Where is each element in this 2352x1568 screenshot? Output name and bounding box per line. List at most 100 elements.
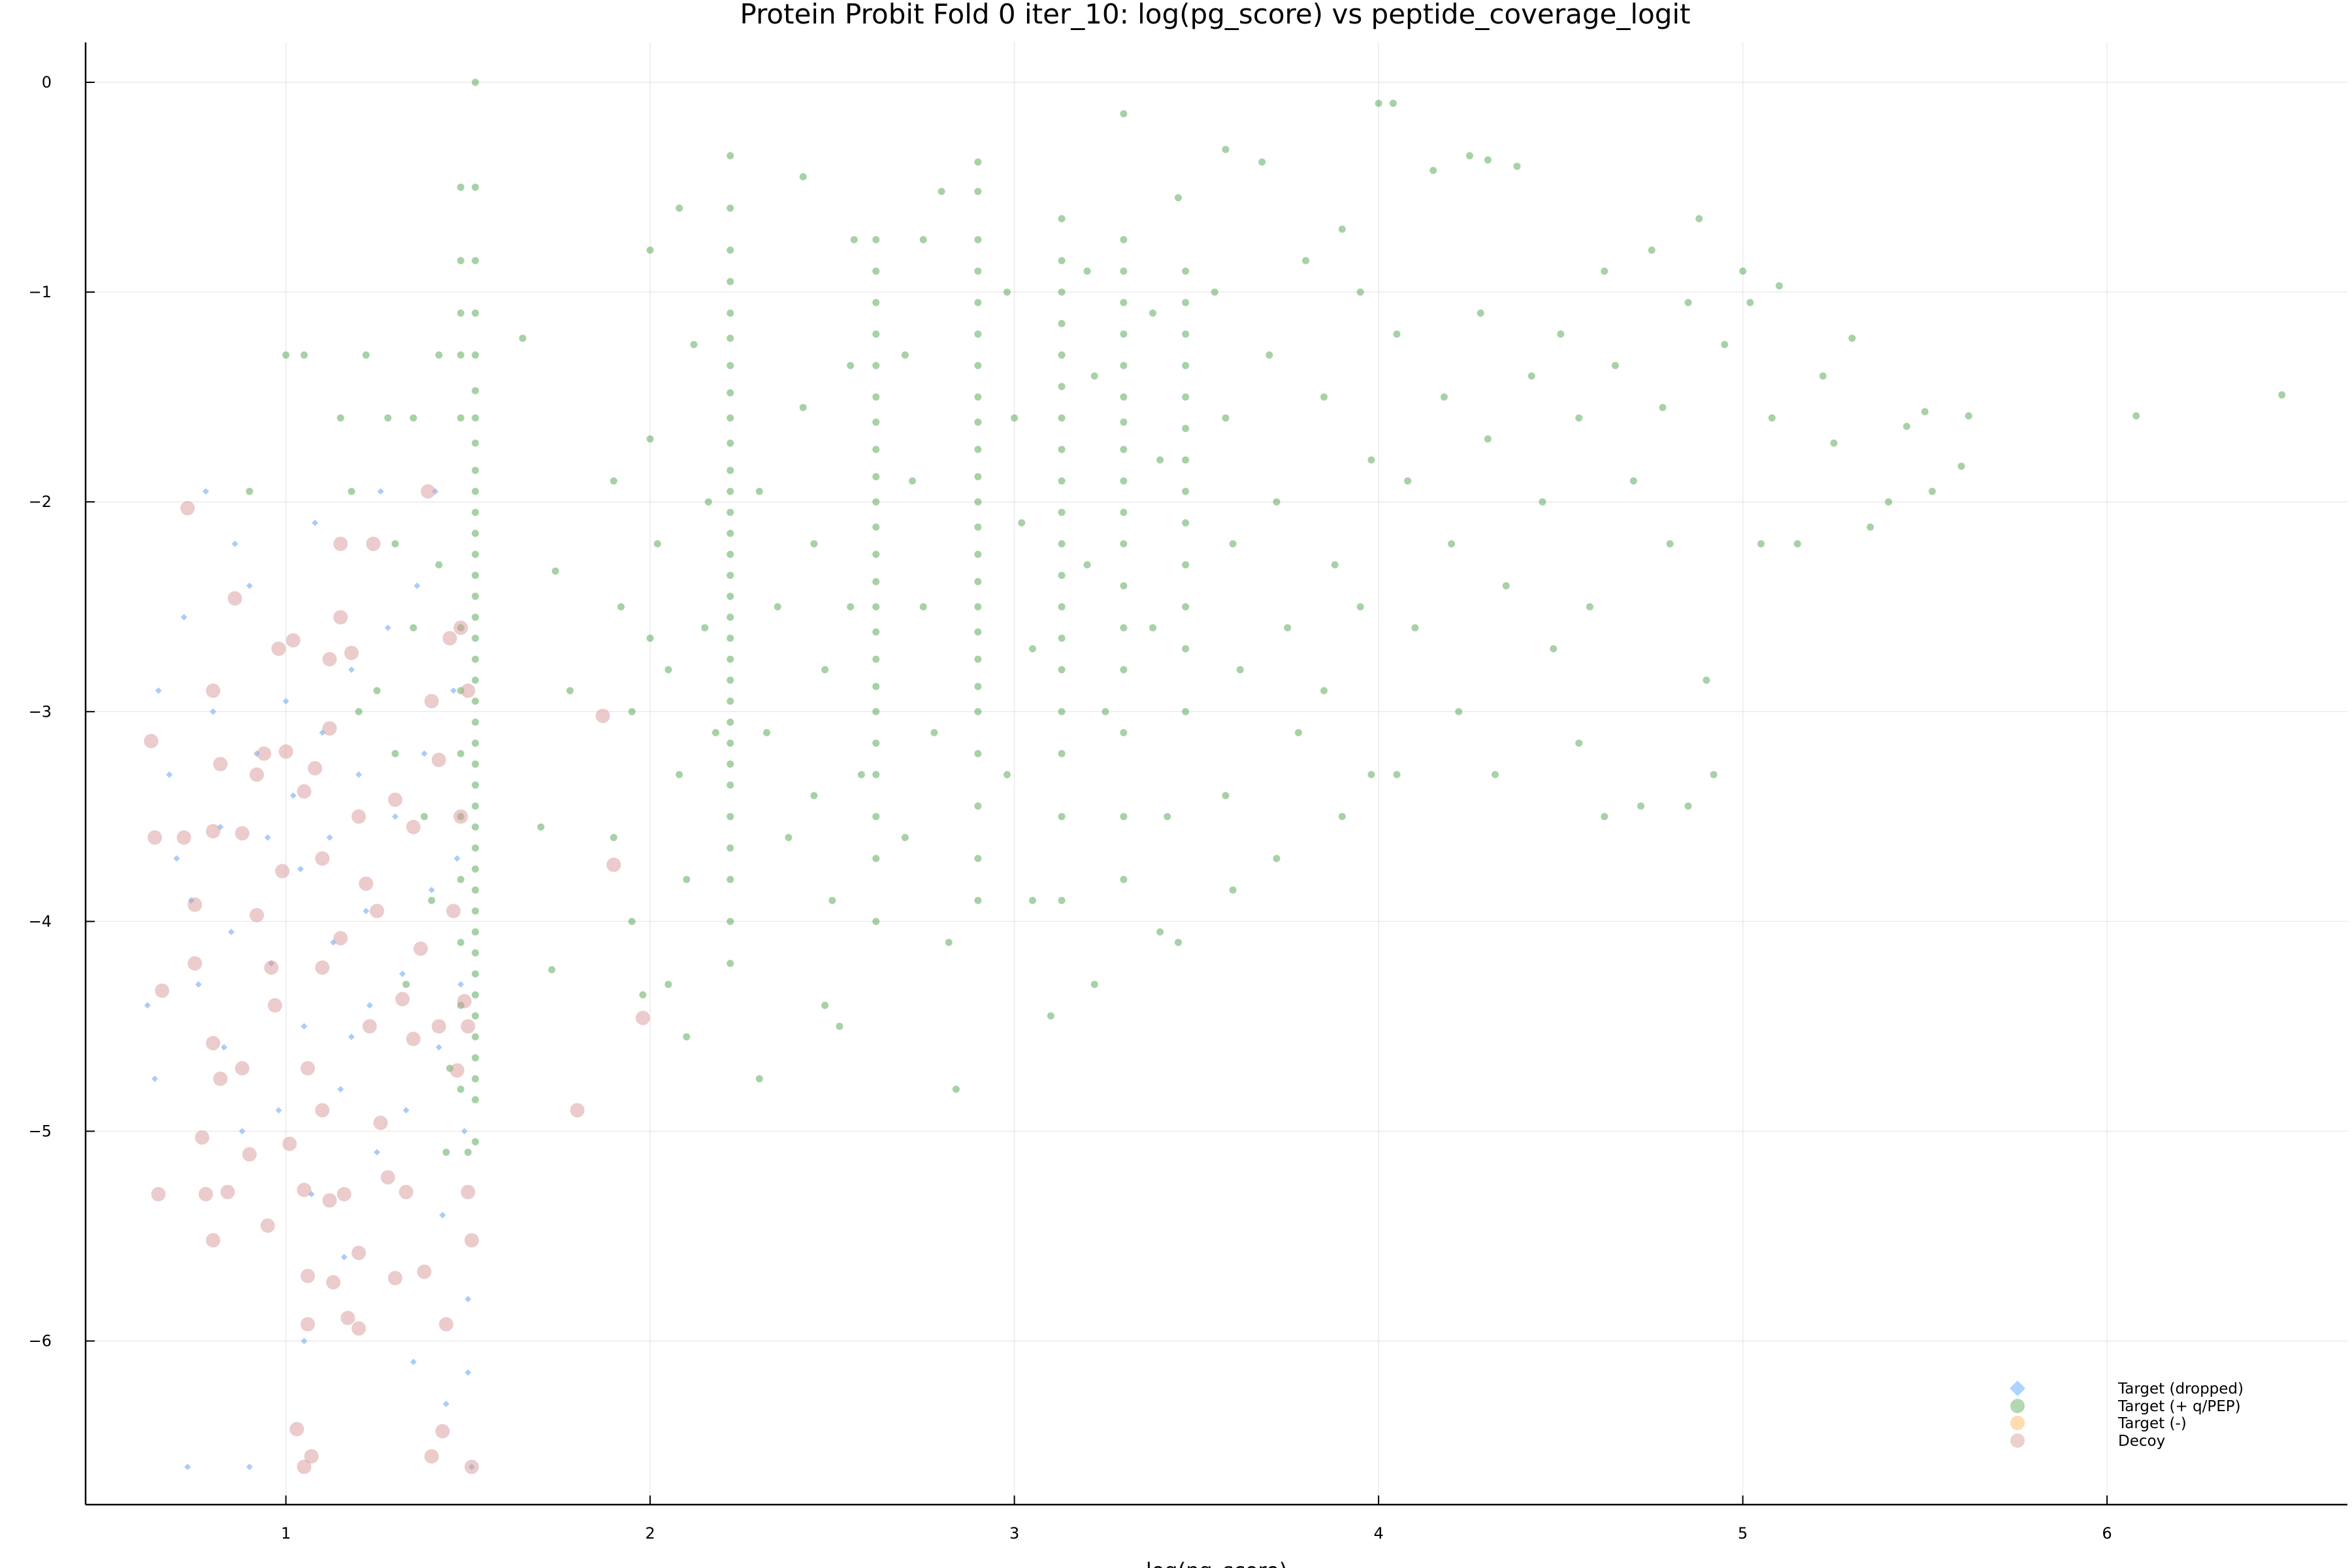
point-decoy bbox=[453, 809, 468, 824]
point-target bbox=[974, 855, 982, 862]
point-target-dropped bbox=[373, 1149, 380, 1156]
point-target bbox=[1058, 634, 1066, 642]
point-target-dropped bbox=[348, 1033, 355, 1040]
point-target bbox=[1684, 299, 1692, 306]
point-decoy bbox=[308, 760, 323, 776]
point-decoy bbox=[351, 809, 367, 824]
point-target bbox=[727, 204, 734, 212]
point-target bbox=[1229, 886, 1237, 894]
point-target bbox=[420, 813, 428, 821]
point-target-dropped bbox=[180, 613, 188, 621]
point-target bbox=[472, 655, 480, 663]
point-target bbox=[1058, 288, 1066, 296]
point-target-dropped bbox=[363, 907, 370, 915]
point-target bbox=[1058, 896, 1066, 904]
point-target bbox=[872, 813, 880, 821]
point-decoy bbox=[387, 792, 402, 808]
point-target bbox=[1120, 540, 1128, 547]
point-target bbox=[1229, 540, 1237, 547]
point-decoy bbox=[155, 983, 170, 998]
point-target bbox=[755, 487, 763, 495]
axes bbox=[84, 42, 2347, 1506]
legend-marker-circle bbox=[2010, 1399, 2025, 1413]
point-target bbox=[974, 603, 982, 611]
point-target-dropped bbox=[282, 698, 289, 705]
point-target bbox=[727, 335, 734, 342]
point-target bbox=[974, 523, 982, 531]
point-decoy bbox=[144, 734, 159, 749]
point-target bbox=[472, 634, 480, 642]
point-target bbox=[1058, 215, 1066, 223]
point-target bbox=[384, 414, 392, 422]
point-target bbox=[1611, 361, 1619, 369]
point-decoy bbox=[595, 708, 610, 723]
point-target bbox=[727, 246, 734, 254]
point-target bbox=[1629, 477, 1637, 485]
point-decoy bbox=[424, 1449, 439, 1464]
point-target bbox=[246, 487, 253, 495]
point-decoy bbox=[461, 1019, 476, 1034]
point-target-dropped bbox=[465, 1369, 472, 1376]
point-target bbox=[1120, 267, 1128, 275]
point-target bbox=[1058, 749, 1066, 757]
point-target bbox=[727, 613, 734, 621]
point-decoy bbox=[442, 630, 457, 645]
point-target bbox=[872, 498, 880, 506]
point-decoy bbox=[206, 683, 221, 698]
point-target bbox=[472, 487, 480, 495]
point-target bbox=[1302, 257, 1310, 265]
point-decoy bbox=[406, 1032, 421, 1047]
point-target bbox=[548, 966, 556, 973]
point-target bbox=[457, 257, 465, 265]
point-target bbox=[872, 683, 880, 691]
point-target bbox=[1182, 645, 1190, 653]
x-tick-label: 2 bbox=[645, 1524, 655, 1543]
point-target bbox=[872, 655, 880, 663]
point-target bbox=[1258, 158, 1266, 166]
point-target bbox=[373, 687, 381, 694]
y-tick-label: −6 bbox=[29, 1332, 52, 1350]
point-target-dropped bbox=[461, 1128, 468, 1135]
point-target-dropped bbox=[337, 1086, 344, 1093]
point-target bbox=[1746, 299, 1754, 306]
point-target bbox=[2278, 391, 2286, 399]
point-target bbox=[1389, 99, 1397, 107]
point-target bbox=[821, 1002, 829, 1009]
x-tick-label: 5 bbox=[1738, 1524, 1748, 1543]
point-target bbox=[683, 1033, 691, 1041]
point-decoy bbox=[461, 1184, 476, 1200]
point-target bbox=[872, 628, 880, 636]
point-decoy bbox=[257, 746, 272, 761]
point-target bbox=[1182, 361, 1190, 369]
point-target bbox=[1120, 728, 1128, 736]
point-target bbox=[1867, 523, 1874, 531]
point-target bbox=[1058, 351, 1066, 359]
point-target bbox=[727, 414, 734, 422]
point-target bbox=[727, 718, 734, 726]
point-target bbox=[1648, 246, 1656, 254]
point-target bbox=[1491, 771, 1499, 779]
point-target bbox=[1182, 603, 1190, 611]
point-target bbox=[639, 991, 647, 999]
point-target bbox=[435, 351, 443, 359]
point-target bbox=[974, 628, 982, 636]
y-tick-label: −3 bbox=[29, 702, 52, 721]
point-decoy bbox=[606, 857, 621, 872]
point-target bbox=[1090, 372, 1098, 380]
point-target bbox=[472, 718, 480, 726]
point-target-dropped bbox=[450, 687, 457, 694]
y-tick-label: −4 bbox=[29, 912, 52, 930]
point-target bbox=[1273, 498, 1281, 506]
point-target bbox=[1058, 666, 1066, 674]
point-target-dropped bbox=[289, 792, 297, 799]
point-decoy bbox=[188, 956, 203, 971]
point-decoy bbox=[242, 1147, 257, 1162]
point-target bbox=[1575, 414, 1583, 422]
point-target bbox=[872, 739, 880, 747]
point-target bbox=[857, 771, 865, 779]
point-target bbox=[1102, 708, 1109, 715]
x-axis-label: log(pg_score) bbox=[1146, 1558, 1287, 1568]
point-target bbox=[402, 981, 410, 988]
point-target bbox=[1684, 802, 1692, 810]
point-decoy bbox=[250, 767, 265, 782]
